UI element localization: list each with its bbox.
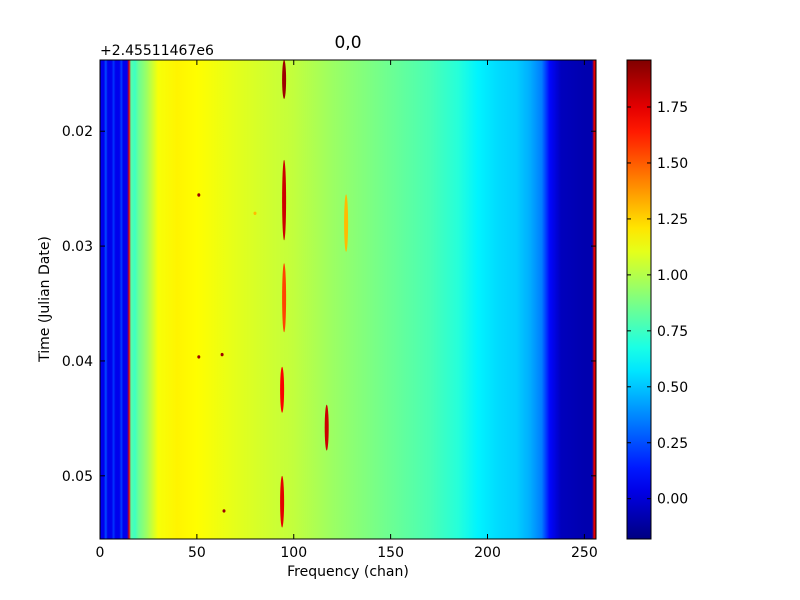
x-tick-label: 50: [188, 545, 206, 561]
x-tick-label: 250: [571, 545, 598, 561]
heatmap-feature: [197, 355, 201, 359]
heatmap-feature: [280, 475, 285, 528]
chart-title: 0,0: [334, 33, 361, 53]
heatmap-feature: [253, 211, 257, 215]
colorbar-tick-label: 0.50: [657, 380, 688, 396]
heatmap-feature: [197, 193, 201, 197]
x-axis: 0 50 100 150 200 250: [96, 60, 598, 561]
x-tick-label: 200: [474, 545, 501, 561]
x-tick-label: 0: [96, 545, 105, 561]
y-offset-label: +2.45511467e6: [100, 43, 214, 59]
y-tick-label: 0.04: [62, 354, 93, 370]
heatmap-feature: [282, 60, 287, 99]
colorbar-tick-label: 0.00: [657, 492, 688, 508]
x-tick-label: 150: [377, 545, 404, 561]
y-axis: 0.02 0.03 0.04 0.05: [62, 124, 596, 485]
heatmap-feature: [222, 509, 226, 513]
plot-frame: [99, 59, 597, 540]
colorbar-tick-label: 0.75: [657, 324, 688, 340]
heatmap-features: [197, 60, 349, 528]
x-axis-label: Frequency (chan): [287, 564, 409, 580]
y-tick-label: 0.05: [62, 469, 93, 485]
heatmap-feature: [324, 404, 329, 451]
heatmap-feature: [344, 194, 349, 252]
colorbar-ticks: 0.00 0.25 0.50 0.75 1.00 1.25 1.50 1.75: [627, 100, 688, 508]
colorbar-tick-label: 1.25: [657, 212, 688, 228]
colorbar-tick-label: 1.00: [657, 268, 688, 284]
x-tick-label: 100: [280, 545, 307, 561]
y-axis-label: Time (Julian Date): [37, 236, 53, 363]
heatmap-feature: [282, 159, 287, 241]
colorbar-gradient: [626, 59, 652, 540]
colorbar-tick-label: 1.50: [657, 156, 688, 172]
heatmap-feature: [220, 352, 224, 357]
colorbar: 0.00 0.25 0.50 0.75 1.00 1.25 1.50 1.75: [626, 59, 688, 540]
y-tick-label: 0.03: [62, 239, 93, 255]
colorbar-tick-label: 1.75: [657, 100, 688, 116]
heatmap-feature: [282, 263, 287, 333]
heatmap-feature: [280, 366, 285, 413]
heatmap-area: [99, 59, 597, 540]
colorbar-tick-label: 0.25: [657, 436, 688, 452]
heatmap-background: [100, 60, 596, 539]
y-tick-label: 0.02: [62, 124, 93, 140]
